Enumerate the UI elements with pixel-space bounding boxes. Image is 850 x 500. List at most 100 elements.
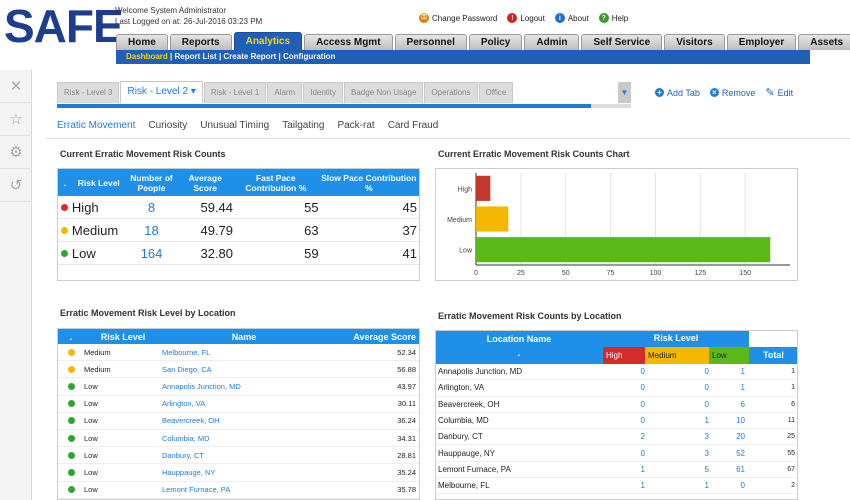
medium-count-link[interactable]: 0 [704,367,709,377]
location-name-cell: Beavercreek, OH [438,399,500,409]
low-count-link[interactable]: 52 [736,448,745,458]
tab-operations[interactable]: Operations [424,82,478,103]
location-name-link[interactable]: Beavercreek, OH [162,416,220,426]
tabs-dropdown-icon[interactable]: ▼ [618,82,631,103]
risk-level-cell: Medium [71,222,119,238]
low-count-link[interactable]: 1 [740,383,745,393]
medium-count-link[interactable]: 1 [704,416,709,426]
medium-count-link[interactable]: 3 [704,432,709,442]
medium-count-link[interactable]: 0 [645,498,709,500]
subnav-configuration[interactable]: Configuration [283,52,336,61]
tab-identity[interactable]: Identity [303,82,344,103]
people-count-link[interactable]: 18 [144,222,159,238]
risk-level-cell: Low [84,416,98,426]
nav-tab-policy[interactable]: Policy [468,34,523,50]
low-count-link[interactable]: 20 [736,432,745,442]
tab-risk-level-1[interactable]: Risk - Level 1 [203,82,267,103]
low-count-link[interactable]: 1 [740,367,745,377]
low-count-link[interactable]: 6 [740,399,745,409]
x-tick-label: 75 [607,270,615,277]
subnav-dashboard[interactable]: Dashboard [126,52,168,61]
nav-tab-assets[interactable]: Assets [798,34,850,50]
logout-link[interactable]: ! Logout [507,13,545,23]
help-link[interactable]: ? Help [598,13,628,23]
risk-dot-icon [61,249,69,257]
location-name-link[interactable]: Hauppauge, NY [162,467,216,477]
tab-office[interactable]: Office [478,82,514,103]
subtab-tailgating[interactable]: Tailgating [282,120,325,131]
risk-level-cell: Low [84,433,98,443]
high-count-link[interactable]: 0 [603,498,645,500]
high-count-link[interactable]: 0 [640,448,645,458]
col-high: High [603,347,645,364]
nav-tab-access-mgmt[interactable]: Access Mgmt [304,34,393,50]
subtab-card-fraud[interactable]: Card Fraud [387,120,439,131]
subtab-erratic-movement[interactable]: Erratic Movement [57,120,136,131]
nav-tab-analytics[interactable]: Analytics [233,32,303,50]
add-tab-button[interactable]: + Add Tab [655,86,700,99]
change-password-label: Change Password [432,13,498,23]
low-count-link[interactable]: 1 [709,498,747,500]
gear-icon[interactable]: ⚙ [0,136,32,169]
risk-dot-cell [58,242,72,264]
high-count-link[interactable]: 1 [640,464,645,474]
nav-tab-self-service[interactable]: Self Service [581,34,663,50]
location-name-link[interactable]: Lemont Furnace, PA [162,485,231,495]
medium-count-link[interactable]: 5 [704,464,709,474]
medium-count-link[interactable]: 0 [704,383,709,393]
table-row: Low 164 32.80 59 41 [58,242,419,265]
history-icon[interactable]: ↺ [0,169,32,202]
subtab-curiosity[interactable]: Curiosity [148,120,188,131]
location-name-link[interactable]: Arlington, VA [162,399,206,409]
nav-tab-personnel[interactable]: Personnel [394,34,467,50]
remove-tab-button[interactable]: × Remove [709,86,755,99]
close-icon[interactable]: ✕ [0,70,32,103]
subnav-create-report[interactable]: Create Report [223,52,277,61]
tab-badge-non-usage[interactable]: Badge Non Usage [344,82,424,103]
subtab-pack-rat[interactable]: Pack-rat [337,120,375,131]
col-dot: . [63,177,67,188]
tab-alarm[interactable]: Alarm [267,82,303,103]
tab-risk-level-2-label: Risk - Level 2 [127,86,189,97]
risk-dot-icon [67,468,75,476]
fast-pace-cell: 59 [304,245,319,261]
slow-pace-cell: 37 [402,222,418,238]
high-count-link[interactable]: 0 [640,416,645,426]
people-count-link[interactable]: 8 [147,199,156,215]
high-count-link[interactable]: 0 [640,383,645,393]
location-name-link[interactable]: Danbury, CT [162,450,204,460]
high-count-link[interactable]: 0 [640,399,645,409]
location-name-link[interactable]: Melbourne, FL [162,347,211,357]
medium-count-link[interactable]: 0 [704,399,709,409]
medium-count-link[interactable]: 1 [704,481,709,491]
high-count-link[interactable]: 2 [640,432,645,442]
location-name-link[interactable]: Annapolis Junction, MD [162,381,241,391]
average-score-cell: 49.79 [200,222,234,238]
tab-risk-level-2[interactable]: Risk - Level 2 ▾ [120,81,203,103]
table-row: High 8 59.44 55 45 [58,196,419,219]
location-name-subheader: . [517,348,521,358]
star-icon[interactable]: ☆ [0,103,32,136]
people-count-link[interactable]: 164 [140,245,163,261]
change-password-link[interactable]: ⚿ Change Password [419,13,497,23]
edit-tab-button[interactable]: ✎ Edit [765,86,793,99]
subtab-unusual-timing[interactable]: Unusual Timing [200,120,270,131]
low-count-link[interactable]: 10 [736,416,745,426]
risk-dot-icon [67,348,75,356]
nav-tab-home[interactable]: Home [116,34,168,50]
high-count-link[interactable]: 0 [640,367,645,377]
location-name-link[interactable]: San Diego, CA [162,364,212,374]
tab-risk-level-3[interactable]: Risk - Level 3 [57,82,120,103]
about-link[interactable]: i About [554,13,589,23]
location-name-link[interactable]: Columbia, MD [162,433,210,443]
medium-count-link[interactable]: 3 [704,448,709,458]
nav-tab-employer[interactable]: Employer [726,34,797,50]
subnav-report-list[interactable]: Report List [174,52,217,61]
high-count-link[interactable]: 1 [640,481,645,491]
low-count-link[interactable]: 61 [736,464,745,474]
risk-level-cell: Low [71,245,96,261]
nav-tab-admin[interactable]: Admin [524,34,580,50]
nav-tab-reports[interactable]: Reports [169,34,232,50]
low-count-link[interactable]: 0 [740,481,745,491]
nav-tab-visitors[interactable]: Visitors [664,34,725,50]
